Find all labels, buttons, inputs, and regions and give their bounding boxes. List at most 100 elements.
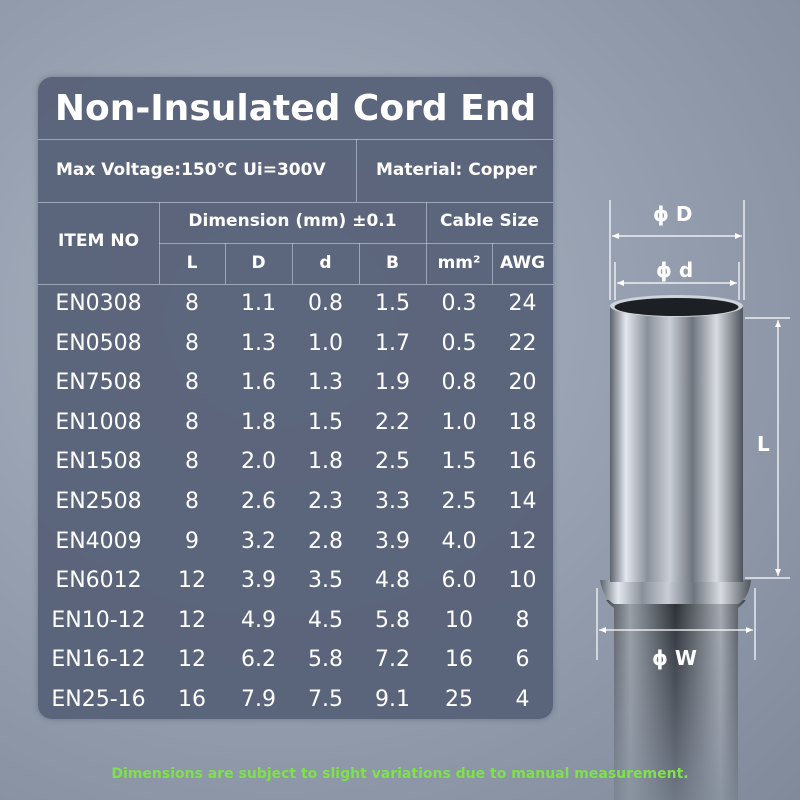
b-cell: 2.2: [375, 409, 410, 435]
grid-line: [225, 243, 226, 284]
awg-cell: 10: [508, 568, 537, 594]
awg-cell: 12: [508, 528, 537, 554]
length-cell: 12: [178, 607, 206, 633]
subheader-mm2: mm²: [437, 253, 481, 273]
inner-diameter-cell: 2.3: [308, 489, 343, 514]
table-row: EN7508 8 1.6 1.3 1.9 0.8 20: [38, 363, 553, 403]
outer-diameter-cell: 7.9: [241, 687, 276, 712]
grid-line: [356, 139, 357, 202]
b-cell: 1.9: [375, 370, 410, 396]
grid-line: [159, 202, 160, 284]
width-label: ϕ W: [652, 646, 697, 670]
b-cell: 2.5: [375, 449, 410, 475]
awg-cell: 14: [508, 489, 537, 514]
grid-line: [159, 243, 553, 244]
page-title: Non-Insulated Cord End: [54, 88, 537, 129]
table-row: EN10-12 12 4.9 4.5 5.8 10 8: [38, 601, 553, 641]
outer-diameter-cell: 1.8: [241, 409, 276, 435]
table-row: EN1008 8 1.8 1.5 2.2 1.0 18: [38, 403, 553, 443]
inner-diameter-cell: 1.5: [308, 409, 343, 435]
awg-cell: 8: [515, 607, 530, 633]
outer-diameter-cell: 1.3: [241, 330, 276, 356]
table-row: EN0308 8 1.1 0.8 1.5 0.3 24: [38, 284, 553, 324]
table-row: EN4009 9 3.2 2.8 3.9 4.0 12: [38, 522, 553, 562]
inner-diameter-cell: 1.8: [308, 449, 343, 475]
item-no-cell: EN10-12: [51, 607, 146, 633]
mm2-cell: 0.3: [441, 291, 477, 316]
table-row: EN0508 8 1.3 1.0 1.7 0.5 22: [38, 324, 553, 364]
awg-cell: 18: [508, 409, 537, 435]
table-row: EN2508 8 2.6 2.3 3.3 2.5 14: [38, 482, 553, 522]
item-no-cell: EN25-16: [51, 687, 146, 712]
grid-line: [292, 243, 293, 284]
mm2-cell: 10: [445, 607, 473, 633]
table-row: EN1508 8 2.0 1.8 2.5 1.5 16: [38, 442, 553, 482]
mm2-cell: 1.5: [441, 449, 477, 475]
length-cell: 8: [185, 291, 199, 316]
length-cell: 9: [185, 528, 199, 554]
b-cell: 1.5: [375, 291, 410, 316]
b-cell: 3.3: [375, 489, 410, 514]
length-cell: 8: [185, 370, 199, 396]
subheader-d: D: [251, 253, 266, 273]
length-cell: 16: [178, 687, 206, 712]
cable-size-header: Cable Size: [440, 211, 539, 231]
subheader-inner-d: d: [319, 253, 332, 273]
b-cell: 4.8: [375, 568, 410, 594]
inner-diameter-cell: 2.8: [308, 528, 343, 554]
awg-cell: 6: [515, 647, 530, 673]
inner-diameter-cell: 5.8: [308, 647, 343, 673]
length-cell: 8: [185, 409, 199, 435]
outer-diameter-cell: 1.1: [241, 291, 276, 316]
length-cell: 12: [178, 647, 206, 673]
mm2-cell: 2.5: [441, 489, 477, 514]
grid-line: [426, 202, 427, 284]
outer-diameter-cell: 3.2: [241, 528, 276, 554]
inner-diameter-cell: 4.5: [308, 607, 343, 633]
outer-diameter-cell: 1.6: [241, 370, 276, 396]
material-spec: Material: Copper: [376, 160, 537, 180]
outer-diameter-cell: 6.2: [241, 647, 276, 673]
length-label: L: [757, 432, 770, 456]
outer-diameter-cell: 4.9: [241, 607, 276, 633]
awg-cell: 16: [508, 449, 537, 475]
item-no-cell: EN0508: [55, 330, 142, 356]
b-cell: 9.1: [375, 687, 410, 712]
grid-line: [38, 202, 553, 203]
inner-diameter-cell: 0.8: [308, 291, 343, 316]
mm2-cell: 1.0: [441, 409, 477, 435]
grid-line: [38, 284, 553, 285]
table-row: EN25-16 16 7.9 7.5 9.1 25 4: [38, 680, 553, 719]
item-no-header: ITEM NO: [57, 231, 140, 251]
item-no-cell: EN0308: [55, 291, 142, 316]
subheader-l: L: [186, 253, 198, 273]
cord-end-ferrule-image: [596, 200, 790, 800]
outer-diameter-label: ϕ D: [653, 202, 693, 226]
mm2-cell: 6.0: [441, 568, 477, 594]
inner-diameter-label: ϕ d: [656, 258, 694, 282]
length-cell: 8: [185, 330, 199, 356]
b-cell: 7.2: [375, 647, 410, 673]
b-cell: 1.7: [375, 330, 410, 356]
length-cell: 8: [185, 449, 199, 475]
table-row: EN6012 12 3.9 3.5 4.8 6.0 10: [38, 561, 553, 601]
grid-line: [359, 243, 360, 284]
mm2-cell: 16: [445, 647, 473, 673]
awg-cell: 20: [508, 370, 537, 396]
inner-diameter-cell: 1.0: [308, 330, 343, 356]
subheader-b: B: [386, 253, 399, 273]
item-no-cell: EN6012: [55, 568, 142, 594]
item-no-cell: EN7508: [55, 370, 142, 396]
mm2-cell: 0.5: [441, 330, 477, 356]
item-no-cell: EN16-12: [51, 647, 146, 673]
item-no-cell: EN4009: [55, 528, 142, 554]
dimension-header: Dimension (mm) ±0.1: [188, 211, 397, 231]
item-no-cell: EN2508: [55, 489, 142, 514]
item-no-cell: EN1008: [55, 409, 142, 435]
awg-cell: 24: [508, 291, 537, 316]
length-cell: 8: [185, 489, 199, 514]
mm2-cell: 0.8: [441, 370, 477, 396]
mm2-cell: 25: [445, 687, 473, 712]
inner-diameter-cell: 1.3: [308, 370, 343, 396]
inner-diameter-cell: 3.5: [308, 568, 343, 594]
